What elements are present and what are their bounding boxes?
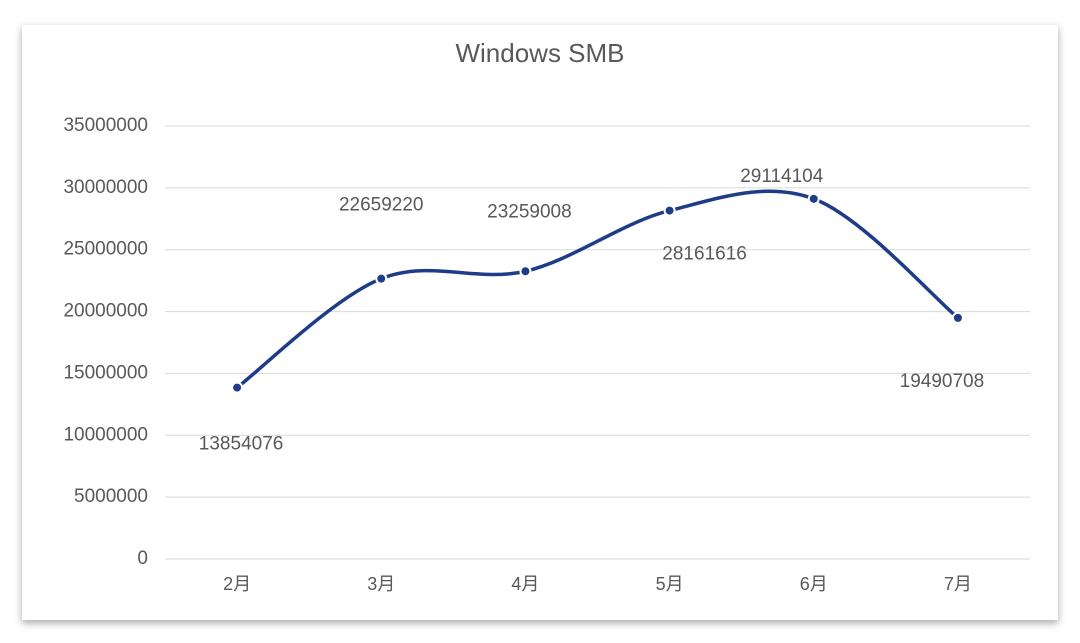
point [807, 192, 820, 205]
y-tick-label: 0 [137, 548, 148, 569]
x-tick-label: 4月 [511, 574, 539, 594]
data-label: 29114104 [740, 166, 824, 187]
y-tick-label: 35000000 [63, 115, 148, 136]
y-tick-label: 30000000 [63, 177, 148, 198]
x-tick-label: 2月 [223, 574, 251, 594]
point [519, 265, 532, 278]
point [375, 272, 388, 285]
x-tick-label: 5月 [656, 574, 684, 594]
y-tick-label: 10000000 [63, 424, 148, 445]
y-tick-label: 20000000 [63, 301, 148, 322]
y-tick-label: 25000000 [63, 239, 148, 260]
data-label: 28161616 [662, 244, 747, 265]
data-label: 23259008 [487, 201, 572, 222]
chart-title: Windows SMB [455, 38, 624, 68]
x-tick-label: 3月 [367, 574, 395, 594]
data-label: 13854076 [199, 434, 284, 455]
line [236, 189, 960, 390]
data-label: 19490708 [900, 371, 985, 392]
point [663, 204, 676, 217]
x-tick-label: 7月 [944, 574, 972, 594]
chart-card [22, 25, 1058, 620]
point [231, 381, 244, 394]
y-tick-label: 15000000 [63, 362, 148, 383]
x-tick-label: 6月 [800, 574, 828, 594]
data-label: 22659220 [339, 195, 424, 216]
y-tick-label: 5000000 [74, 486, 148, 507]
point [951, 311, 964, 324]
